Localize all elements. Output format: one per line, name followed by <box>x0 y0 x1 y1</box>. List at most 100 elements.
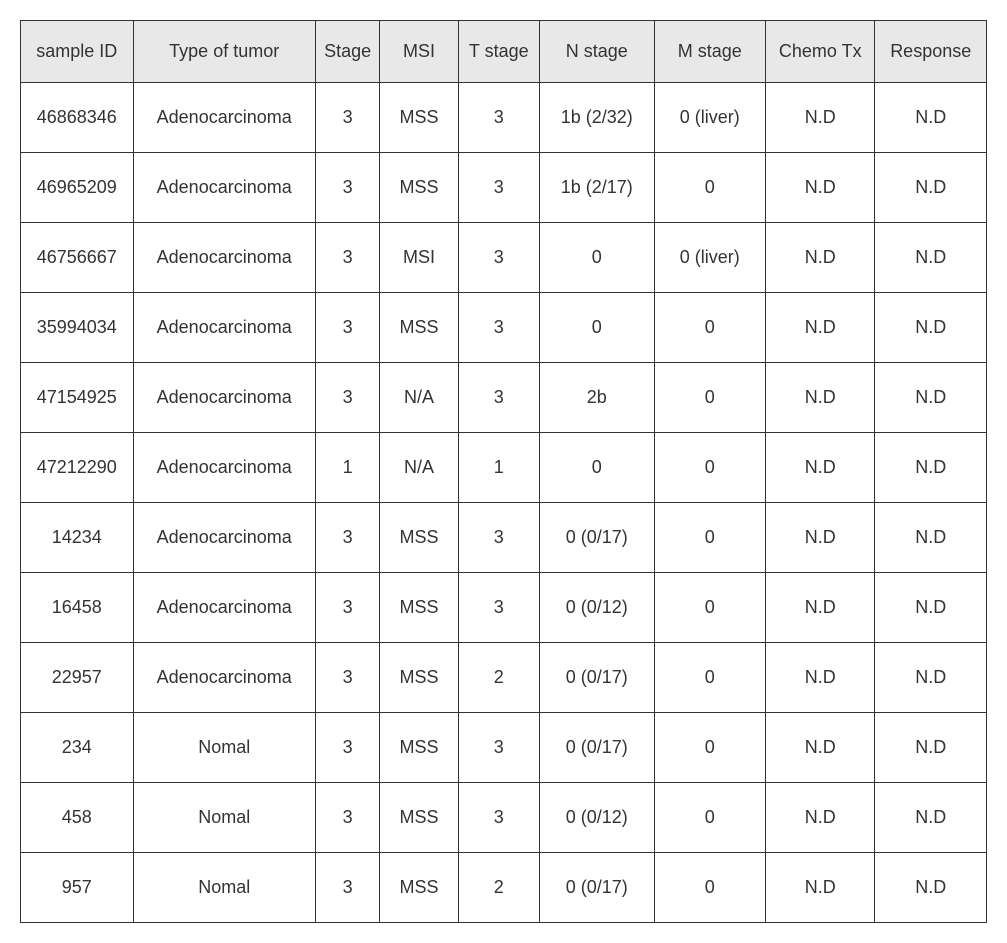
table-row: 46965209Adenocarcinoma3MSS31b (2/17)0N.D… <box>21 153 987 223</box>
table-cell: 2 <box>458 853 539 923</box>
table-cell: N.D <box>766 503 875 573</box>
table-cell: 3 <box>458 223 539 293</box>
table-row: 47154925Adenocarcinoma3N/A32b0N.DN.D <box>21 363 987 433</box>
clinical-data-table: sample ID Type of tumor Stage MSI T stag… <box>20 20 987 923</box>
table-cell: 0 <box>654 293 766 363</box>
table-row: 35994034Adenocarcinoma3MSS300N.DN.D <box>21 293 987 363</box>
table-cell: 46756667 <box>21 223 134 293</box>
header-row: sample ID Type of tumor Stage MSI T stag… <box>21 21 987 83</box>
header-m-stage: M stage <box>654 21 766 83</box>
header-chemo-tx: Chemo Tx <box>766 21 875 83</box>
table-cell: N.D <box>766 293 875 363</box>
table-cell: 3 <box>315 853 380 923</box>
table-cell: 1 <box>458 433 539 503</box>
table-cell: 0 <box>539 293 654 363</box>
table-cell: 0 <box>654 573 766 643</box>
table-cell: 3 <box>458 573 539 643</box>
table-cell: N.D <box>766 853 875 923</box>
table-cell: 3 <box>315 153 380 223</box>
table-cell: N.D <box>875 153 987 223</box>
table-cell: Adenocarcinoma <box>133 153 315 223</box>
table-cell: N.D <box>875 83 987 153</box>
table-cell: 0 <box>654 783 766 853</box>
table-cell: N.D <box>875 783 987 853</box>
header-response: Response <box>875 21 987 83</box>
table-cell: 3 <box>458 83 539 153</box>
table-cell: 0 <box>539 223 654 293</box>
table-cell: MSS <box>380 153 458 223</box>
table-cell: 0 (0/17) <box>539 713 654 783</box>
table-cell: 0 <box>654 153 766 223</box>
table-cell: 46868346 <box>21 83 134 153</box>
table-cell: MSS <box>380 783 458 853</box>
table-cell: 0 <box>654 643 766 713</box>
table-cell: 0 (0/12) <box>539 783 654 853</box>
table-cell: 3 <box>315 363 380 433</box>
table-cell: N.D <box>766 573 875 643</box>
table-cell: 3 <box>458 503 539 573</box>
table-cell: 3 <box>458 363 539 433</box>
table-cell: MSS <box>380 643 458 713</box>
table-cell: Adenocarcinoma <box>133 433 315 503</box>
table-cell: N.D <box>875 433 987 503</box>
table-cell: N.D <box>766 83 875 153</box>
table-cell: Nomal <box>133 783 315 853</box>
table-cell: 0 (0/17) <box>539 503 654 573</box>
table-cell: 22957 <box>21 643 134 713</box>
table-cell: 0 <box>654 713 766 783</box>
header-t-stage: T stage <box>458 21 539 83</box>
table-cell: 3 <box>315 223 380 293</box>
table-cell: N.D <box>875 293 987 363</box>
table-cell: 1b (2/32) <box>539 83 654 153</box>
table-cell: 0 <box>539 433 654 503</box>
table-cell: 0 (0/17) <box>539 853 654 923</box>
table-cell: Adenocarcinoma <box>133 293 315 363</box>
table-row: 16458Adenocarcinoma3MSS30 (0/12)0N.DN.D <box>21 573 987 643</box>
table-row: 458Nomal3MSS30 (0/12)0N.DN.D <box>21 783 987 853</box>
table-row: 957Nomal3MSS20 (0/17)0N.DN.D <box>21 853 987 923</box>
table-cell: 47212290 <box>21 433 134 503</box>
table-cell: MSS <box>380 853 458 923</box>
table-cell: 0 <box>654 853 766 923</box>
table-cell: 3 <box>458 713 539 783</box>
table-row: 46756667Adenocarcinoma3MSI300 (liver)N.D… <box>21 223 987 293</box>
table-cell: N.D <box>875 503 987 573</box>
table-cell: 3 <box>315 643 380 713</box>
table-cell: 0 <box>654 363 766 433</box>
table-cell: Adenocarcinoma <box>133 223 315 293</box>
table-cell: N.D <box>875 853 987 923</box>
table-cell: N.D <box>766 433 875 503</box>
table-cell: 3 <box>315 503 380 573</box>
table-cell: 2b <box>539 363 654 433</box>
table-row: 22957Adenocarcinoma3MSS20 (0/17)0N.DN.D <box>21 643 987 713</box>
table-cell: 234 <box>21 713 134 783</box>
table-cell: MSS <box>380 293 458 363</box>
table-cell: 1 <box>315 433 380 503</box>
table-cell: MSI <box>380 223 458 293</box>
table-cell: 47154925 <box>21 363 134 433</box>
table-cell: 957 <box>21 853 134 923</box>
table-row: 47212290Adenocarcinoma1N/A100N.DN.D <box>21 433 987 503</box>
table-cell: Nomal <box>133 853 315 923</box>
header-n-stage: N stage <box>539 21 654 83</box>
table-cell: N.D <box>875 713 987 783</box>
table-cell: Adenocarcinoma <box>133 83 315 153</box>
table-cell: 2 <box>458 643 539 713</box>
header-msi: MSI <box>380 21 458 83</box>
header-stage: Stage <box>315 21 380 83</box>
table-cell: 3 <box>315 83 380 153</box>
table-cell: 0 (liver) <box>654 223 766 293</box>
table-cell: 1b (2/17) <box>539 153 654 223</box>
table-cell: 14234 <box>21 503 134 573</box>
table-cell: N.D <box>766 783 875 853</box>
table-cell: 0 (0/12) <box>539 573 654 643</box>
table-cell: MSS <box>380 573 458 643</box>
table-cell: 16458 <box>21 573 134 643</box>
table-cell: 0 (0/17) <box>539 643 654 713</box>
table-cell: MSS <box>380 713 458 783</box>
table-cell: N/A <box>380 363 458 433</box>
table-cell: N.D <box>875 223 987 293</box>
table-cell: MSS <box>380 83 458 153</box>
table-cell: 35994034 <box>21 293 134 363</box>
table-cell: N.D <box>766 713 875 783</box>
